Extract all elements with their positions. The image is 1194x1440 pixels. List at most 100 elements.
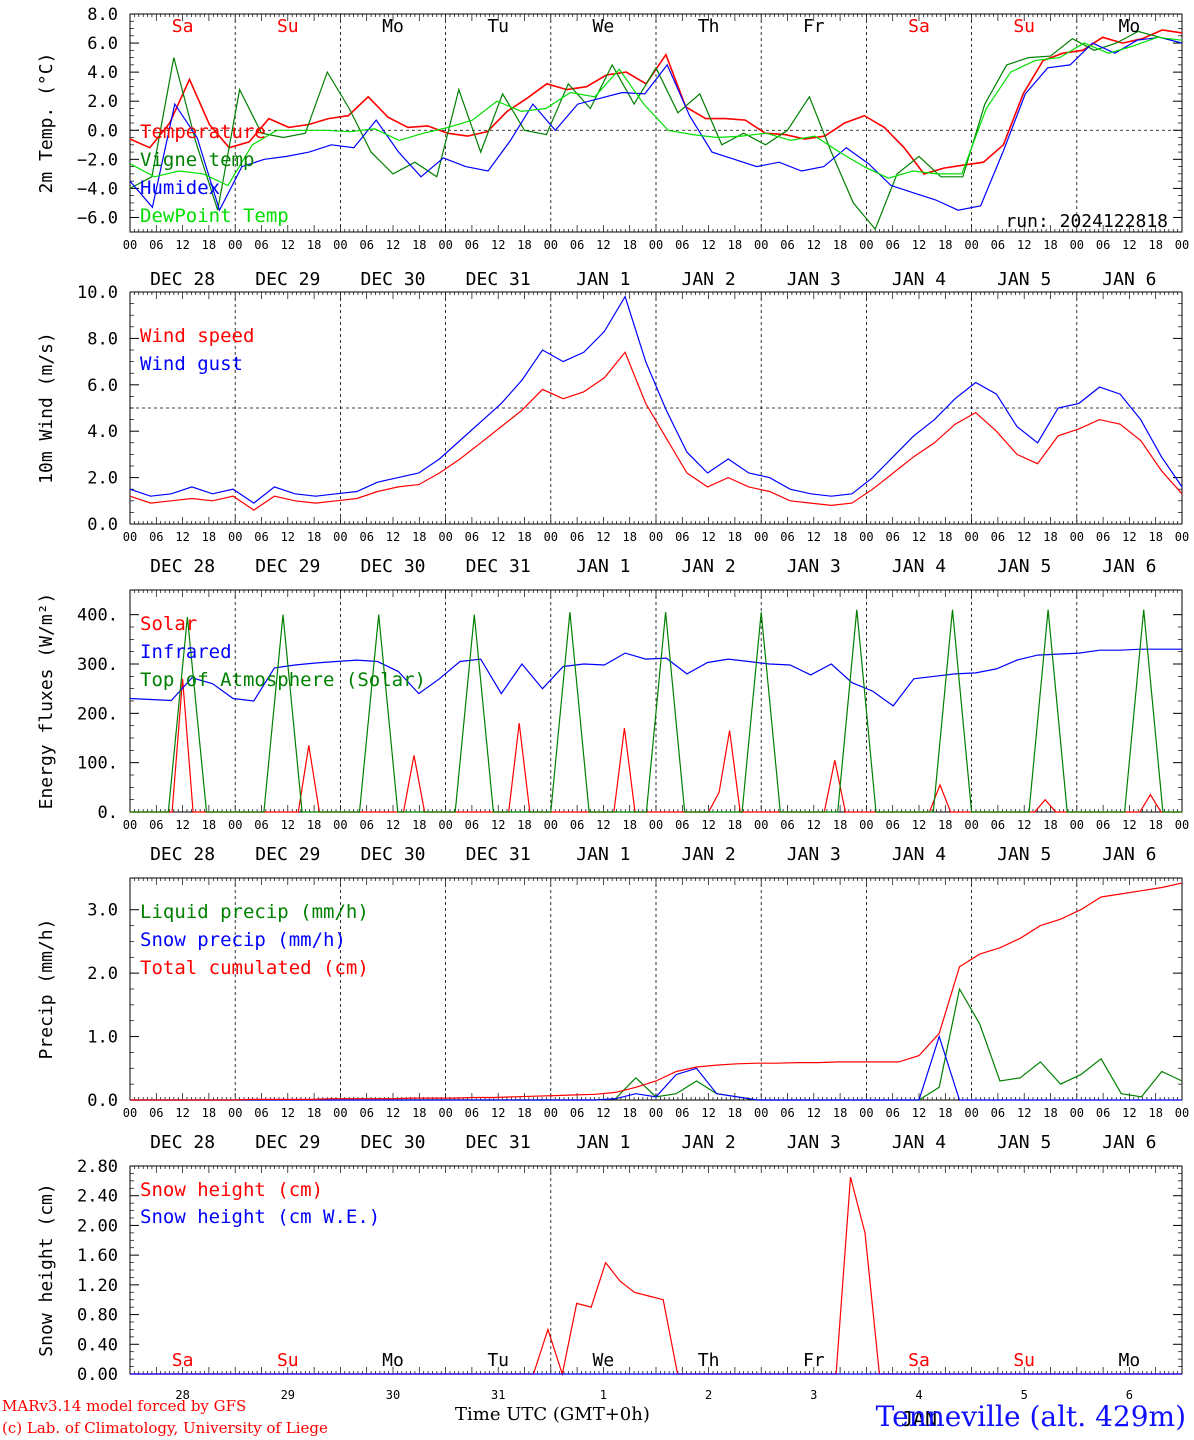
weekday-label: Mo [382, 16, 404, 37]
y-tick-label: 1.0 [87, 1028, 118, 1048]
hour-tick-label: 18 [1043, 1106, 1057, 1120]
hour-tick-label: 12 [912, 818, 926, 832]
weekday-label: We [593, 1350, 615, 1371]
hour-tick-label: 06 [149, 238, 163, 252]
hour-tick-label: 00 [228, 238, 242, 252]
legend-entry: Vigne temp [140, 149, 254, 171]
hour-tick-label: 06 [359, 530, 373, 544]
hour-tick-label: 18 [728, 818, 742, 832]
weekday-label: Mo [382, 1350, 404, 1371]
time-axis-title: Time UTC (GMT+0h) [455, 1404, 650, 1425]
hour-tick-label: 12 [807, 1106, 821, 1120]
y-tick-label: −6.0 [77, 208, 118, 228]
hour-tick-label: 00 [228, 818, 242, 832]
hour-tick-label: 12 [1122, 530, 1136, 544]
hour-tick-label: 18 [833, 1106, 847, 1120]
y-tick-label: 2.0 [87, 964, 118, 984]
y-tick-label: 0. [98, 803, 118, 823]
y-tick-label: 200. [77, 704, 118, 724]
hour-tick-label: 06 [465, 530, 479, 544]
date-label: DEC 30 [360, 556, 425, 577]
hour-tick-label: 12 [491, 530, 505, 544]
hour-tick-label: 06 [1096, 238, 1110, 252]
hour-tick-label: 00 [754, 530, 768, 544]
y-axis-title: Energy fluxes (W/m²) [36, 593, 57, 810]
hour-tick-label: 18 [202, 238, 216, 252]
hour-tick-label: 18 [517, 238, 531, 252]
hour-tick-label: 06 [991, 530, 1005, 544]
hour-tick-label: 12 [596, 238, 610, 252]
y-tick-label: 6.0 [87, 376, 118, 396]
hour-tick-label: 06 [885, 530, 899, 544]
hour-tick-label: 18 [202, 1106, 216, 1120]
day-number-label: 31 [491, 1388, 505, 1402]
hour-tick-label: 06 [885, 238, 899, 252]
day-number-label: 30 [386, 1388, 400, 1402]
y-tick-label: 2.0 [87, 469, 118, 489]
date-label: DEC 31 [466, 556, 531, 577]
legend-entry: Snow height (cm) [140, 1179, 323, 1201]
hour-tick-label: 18 [622, 818, 636, 832]
hour-tick-label: 00 [964, 1106, 978, 1120]
hour-tick-label: 00 [754, 238, 768, 252]
legend-entry: Snow height (cm W.E.) [140, 1206, 380, 1228]
hour-tick-label: 12 [912, 238, 926, 252]
legend-entry: Temperature [140, 121, 266, 143]
date-label: JAN 1 [576, 269, 630, 290]
y-axis-title: Snow height (cm) [36, 1183, 57, 1356]
hour-tick-label: 12 [912, 1106, 926, 1120]
hour-tick-label: 00 [228, 530, 242, 544]
hour-tick-label: 00 [1070, 818, 1084, 832]
y-tick-label: 400. [77, 606, 118, 626]
weekday-label: Mo [1119, 16, 1141, 37]
hour-tick-label: 18 [938, 530, 952, 544]
date-label: JAN 3 [787, 269, 841, 290]
hour-tick-label: 06 [780, 818, 794, 832]
y-tick-label: 6.0 [87, 34, 118, 54]
y-tick-label: 0.40 [77, 1335, 118, 1355]
series-line [129, 29, 1183, 175]
day-number-label: 1 [600, 1388, 607, 1402]
hour-tick-label: 00 [649, 818, 663, 832]
hour-tick-label: 18 [622, 238, 636, 252]
hour-tick-label: 18 [938, 818, 952, 832]
date-label: DEC 29 [255, 269, 320, 290]
legend-entry: Solar [140, 613, 197, 635]
hour-tick-label: 00 [1175, 1106, 1189, 1120]
hour-tick-label: 06 [1096, 1106, 1110, 1120]
hour-tick-label: 12 [701, 818, 715, 832]
y-axis-title: 2m Temp. (°C) [36, 53, 57, 194]
date-label: JAN 4 [892, 269, 946, 290]
hour-tick-label: 12 [807, 818, 821, 832]
hour-tick-label: 00 [1175, 530, 1189, 544]
station-title: Tenneville (alt. 429m) [875, 1400, 1186, 1433]
hour-tick-label: 00 [859, 818, 873, 832]
hour-tick-label: 18 [728, 530, 742, 544]
weekday-label: Su [1013, 1350, 1035, 1371]
hour-tick-label: 18 [1043, 238, 1057, 252]
date-label: JAN 3 [787, 844, 841, 865]
y-tick-label: 8.0 [87, 329, 118, 349]
hour-tick-label: 00 [859, 238, 873, 252]
panel-5: 28 29 30 31 1 2 3 4 5 6 JAN 0.00 0.40 0.80 1.20 1.60 2.0… [36, 1157, 1183, 1431]
y-tick-label: 2.0 [87, 92, 118, 112]
legend-entry: Wind gust [140, 353, 243, 375]
date-label: DEC 31 [466, 844, 531, 865]
hour-tick-label: 18 [1148, 530, 1162, 544]
date-label: JAN 2 [682, 269, 736, 290]
hour-tick-label: 06 [1096, 530, 1110, 544]
hour-tick-label: 00 [649, 530, 663, 544]
hour-tick-label: 12 [807, 238, 821, 252]
day-number-label: 3 [810, 1388, 817, 1402]
date-label: JAN 6 [1102, 269, 1156, 290]
hour-tick-label: 06 [465, 238, 479, 252]
weekday-label: Tu [487, 1350, 509, 1371]
hour-tick-label: 12 [1122, 238, 1136, 252]
hour-tick-label: 18 [307, 238, 321, 252]
series-line [129, 30, 1183, 231]
hour-tick-label: 12 [912, 530, 926, 544]
date-label: JAN 1 [576, 556, 630, 577]
hour-tick-label: 06 [991, 238, 1005, 252]
weekday-label: Th [698, 16, 720, 37]
hour-tick-label: 12 [281, 238, 295, 252]
